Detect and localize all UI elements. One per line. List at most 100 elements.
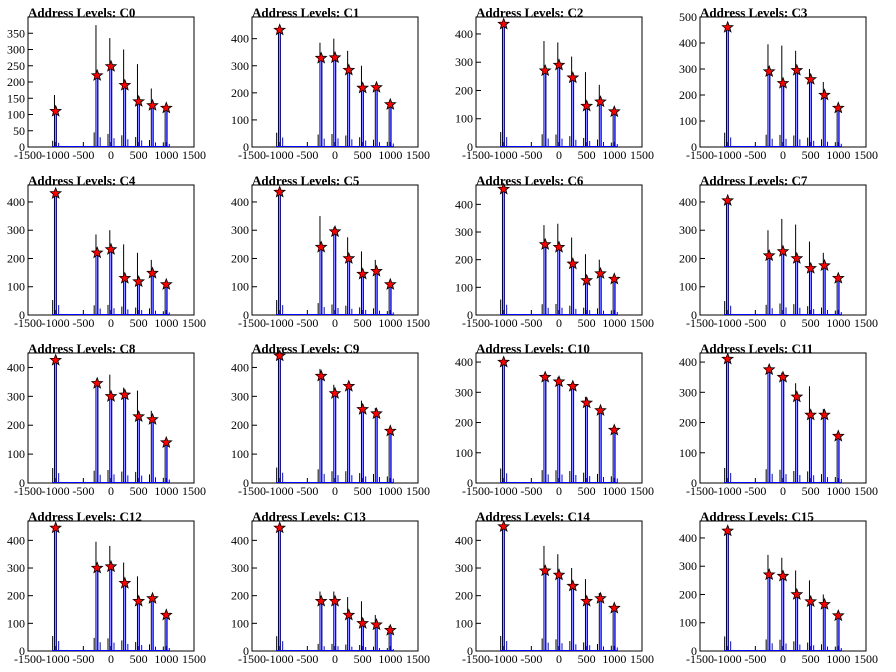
histogram-plot: 0 100 200 300 400 -1500 -1000 -500 0 500 1000 1500 (7, 184, 206, 330)
x-tick-label: 500 (354, 484, 372, 498)
peak-marker (273, 23, 287, 36)
x-tick-label: 1500 (406, 652, 430, 666)
x-tick-label: 0 (108, 148, 114, 162)
panel-title: Address Levels: C4 (28, 173, 136, 188)
y-tick-label: 400 (7, 360, 25, 374)
x-tick-label: -500 (72, 316, 94, 330)
x-tick-label: 500 (802, 148, 820, 162)
x-tick-label: 500 (578, 652, 596, 666)
peak-marker (607, 272, 621, 285)
peak-marker (776, 244, 790, 257)
x-tick-label: -1500 (14, 652, 42, 666)
peak-marker (383, 277, 397, 290)
x-tick-label: -1000 (266, 652, 294, 666)
peak-marker (497, 355, 511, 368)
peak-marker (566, 579, 580, 592)
peak-marker (370, 617, 383, 631)
x-tick-label: -1000 (490, 652, 518, 666)
peak-marker (607, 423, 621, 436)
y-tick-label: 0 (243, 644, 249, 658)
peak-marker (790, 587, 804, 600)
x-tick-label: -1500 (238, 148, 266, 162)
x-tick-label: -500 (744, 316, 766, 330)
peak-marker (146, 591, 159, 604)
y-tick-label: 400 (231, 533, 249, 547)
x-tick-label: 1500 (630, 148, 654, 162)
y-tick-label: 0 (691, 140, 697, 154)
histogram-panel: 0 100 200 300 400 -1500 -1000 -500 0 500 1000 1500 A… (0, 504, 224, 672)
x-tick-label: -500 (520, 652, 542, 666)
x-tick-label: 0 (332, 484, 338, 498)
peak-marker (552, 58, 566, 71)
panel-title: Address Levels: C9 (252, 341, 360, 356)
histogram-plot: 0 100 200 300 400 -1500 -1000 -500 0 500 1000 1500 (7, 352, 206, 498)
peak-marker (49, 186, 63, 199)
y-tick-label: 300 (7, 561, 25, 575)
peak-marker (580, 396, 594, 409)
histogram-panel: 0 100 200 300 400 -1500 -1000 -500 0 500 1000 1500 A… (0, 168, 224, 336)
x-tick-label: 500 (130, 484, 148, 498)
y-tick-label: 200 (7, 251, 25, 265)
y-tick-label: 100 (231, 447, 249, 461)
x-tick-label: -1500 (462, 484, 490, 498)
peak-marker (818, 597, 831, 610)
peak-marker (594, 266, 607, 279)
y-tick-label: 400 (7, 533, 25, 547)
y-tick-label: 400 (455, 197, 473, 211)
y-tick-label: 200 (679, 587, 697, 601)
peak-marker (790, 63, 804, 76)
panel-title: Address Levels: C2 (476, 5, 584, 20)
x-tick-label: -500 (72, 484, 94, 498)
x-tick-label: -1000 (266, 148, 294, 162)
peak-marker (342, 608, 356, 621)
histogram-plot: 0 100 200 300 400 -1500 -1000 -500 0 500 1000 1500 (679, 184, 878, 330)
peak-marker (804, 594, 818, 608)
peak-marker (328, 50, 342, 64)
peak-marker (328, 386, 342, 399)
peak-marker (49, 104, 63, 117)
peak-marker (328, 224, 342, 238)
x-tick-label: 1500 (630, 484, 654, 498)
peak-marker (538, 564, 552, 577)
x-tick-label: 1500 (182, 148, 206, 162)
peak-marker (580, 594, 594, 607)
x-tick-label: 1000 (826, 316, 850, 330)
y-tick-label: 300 (455, 385, 473, 399)
x-tick-label: 1500 (854, 316, 878, 330)
panel-title: Address Levels: C5 (252, 173, 360, 188)
histogram-plot: 0 100 200 300 400 -1500 -1000 -500 0 500 1000 1500 (231, 349, 430, 498)
peak-marker (370, 80, 383, 93)
y-tick-label: 400 (7, 195, 25, 209)
peak-marker (383, 623, 397, 636)
peak-marker (118, 271, 132, 284)
x-tick-label: -1500 (686, 484, 714, 498)
x-tick-label: -1000 (714, 484, 742, 498)
peak-marker (342, 379, 356, 392)
histogram-panel: 0 100 200 300 400 -1500 -1000 -500 0 500 1000 1500 A… (224, 0, 448, 168)
peak-marker (831, 101, 845, 114)
y-tick-label: 0 (243, 476, 249, 490)
y-tick-label: 200 (679, 251, 697, 265)
histogram-plot: 0 50 100 150 200 250 300 350 -1500 -1000 -500 0 500 1… (7, 16, 206, 162)
x-tick-label: -1500 (238, 484, 266, 498)
x-tick-label: 500 (802, 316, 820, 330)
x-tick-label: 1500 (854, 484, 878, 498)
x-tick-label: 1000 (826, 652, 850, 666)
y-tick-label: 0 (19, 308, 25, 322)
y-tick-label: 200 (679, 416, 697, 430)
histogram-panel: 0 100 200 300 400 -1500 -1000 -500 0 500 1000 1500 A… (0, 336, 224, 504)
peak-marker (159, 435, 173, 449)
x-tick-label: -500 (72, 652, 94, 666)
peak-marker (831, 271, 845, 284)
x-tick-label: 1000 (154, 148, 178, 162)
y-tick-label: 400 (455, 533, 473, 547)
y-tick-label: 300 (231, 223, 249, 237)
peak-marker (273, 349, 287, 362)
histogram-plot: 0 100 200 300 400 -1500 -1000 -500 0 500 1000 1500 (679, 352, 878, 498)
peak-marker (146, 98, 159, 111)
peak-marker (538, 63, 552, 77)
peak-marker (552, 374, 566, 388)
histogram-panel: 0 50 100 150 200 250 300 350 -1500 -1000 -500 0 500 1… (0, 0, 224, 168)
x-tick-label: 1500 (406, 484, 430, 498)
peak-marker (594, 403, 607, 416)
